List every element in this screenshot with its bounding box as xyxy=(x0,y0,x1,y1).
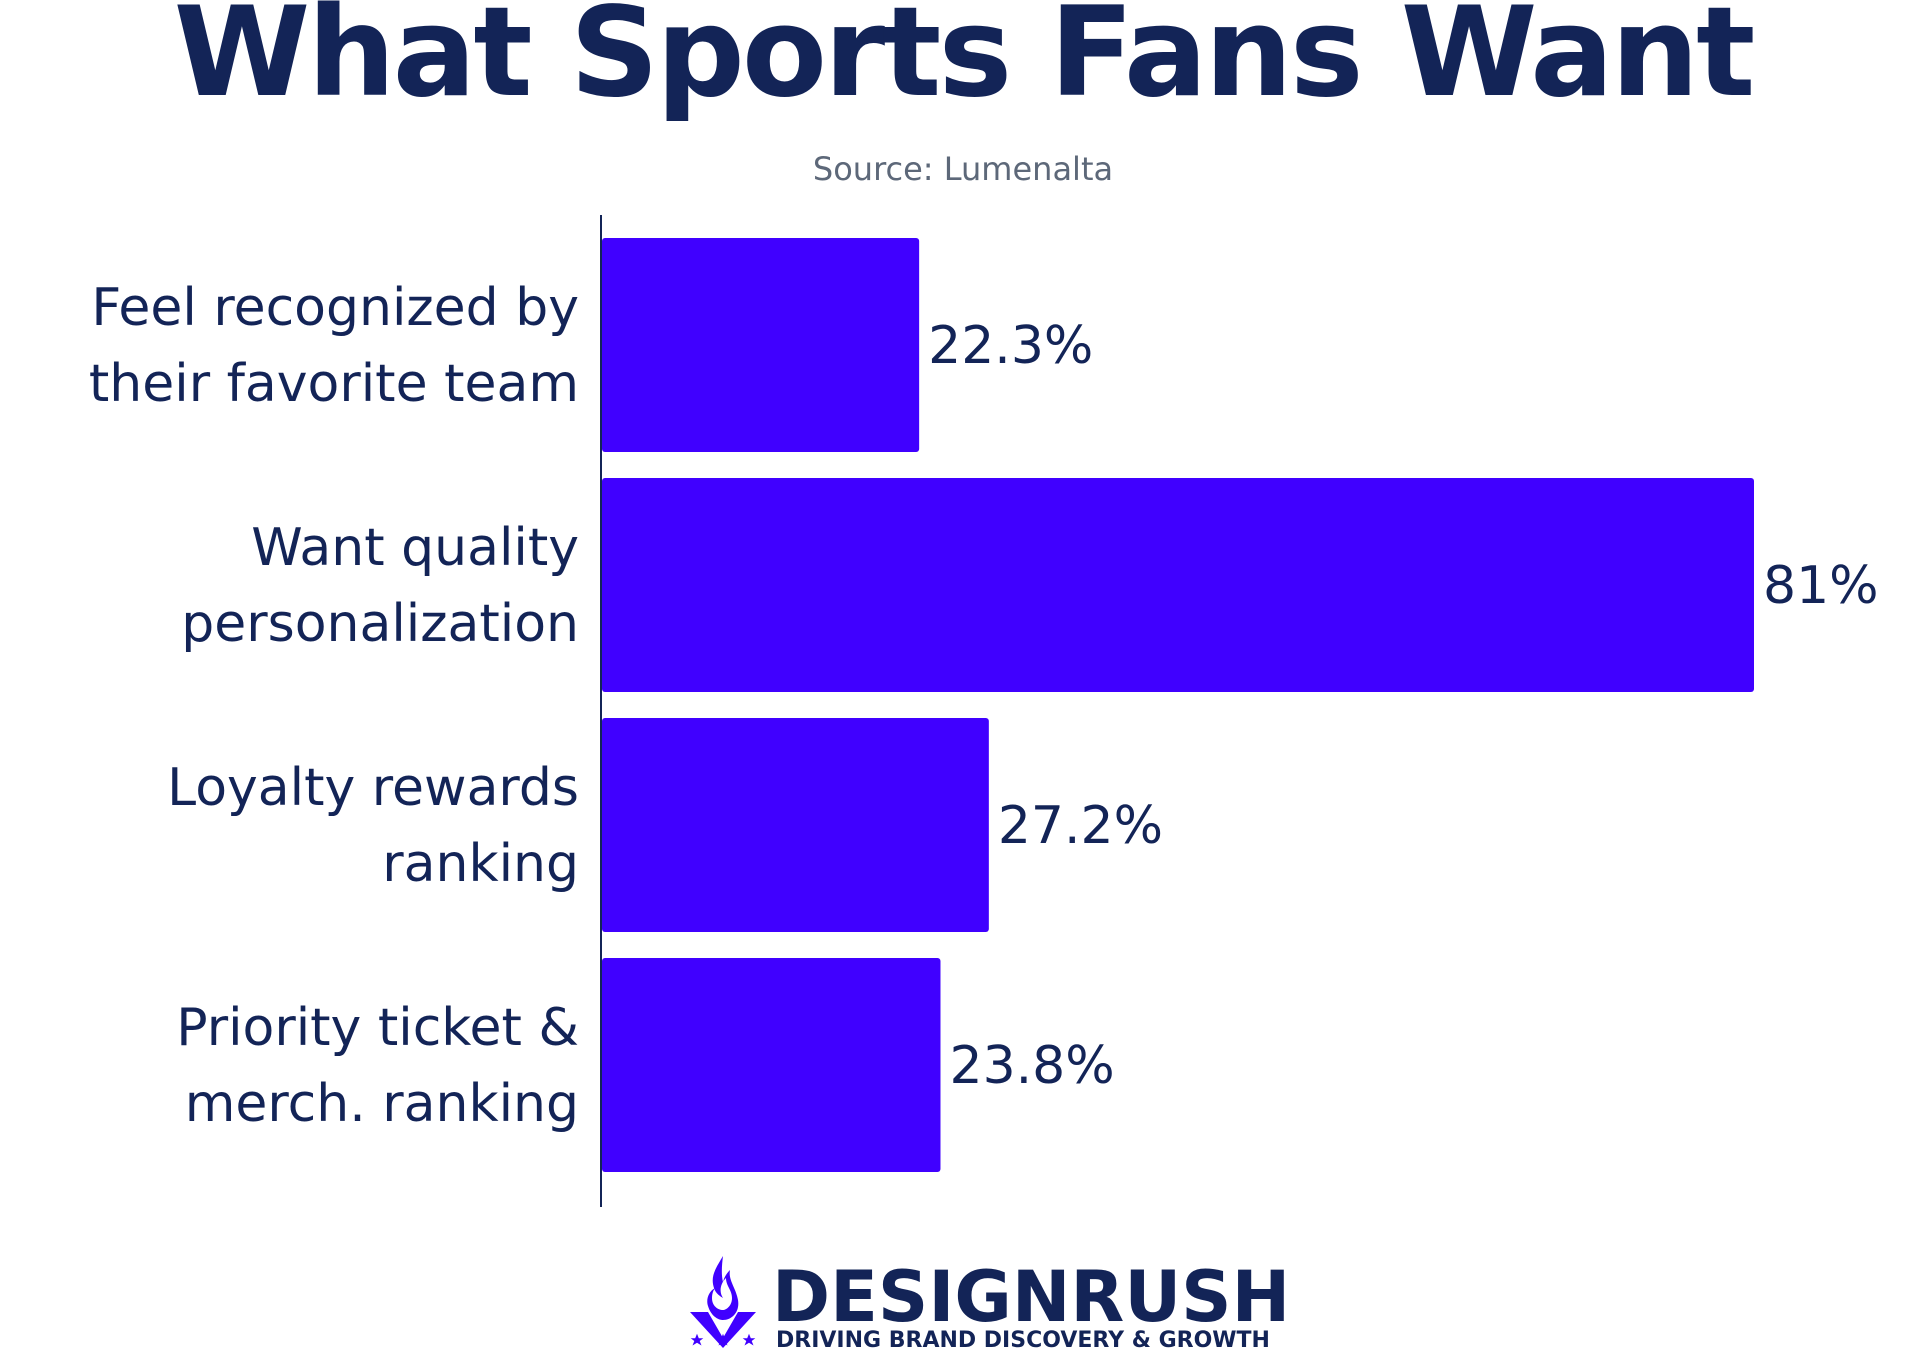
chart-title: What Sports Fans Want xyxy=(173,0,1756,125)
designrush-logo-icon xyxy=(690,1256,756,1348)
bar xyxy=(602,718,989,932)
bar-value-label: 81% xyxy=(1763,556,1879,616)
category-label: ranking xyxy=(382,834,579,894)
bar-value-label: 22.3% xyxy=(928,316,1093,376)
bar xyxy=(602,478,1754,692)
category-label: merch. ranking xyxy=(185,1074,579,1134)
category-label: Priority ticket & xyxy=(176,998,579,1058)
bar xyxy=(602,958,941,1172)
chart-source: Source: Lumenalta xyxy=(812,150,1114,188)
category-label: personalization xyxy=(181,594,579,654)
category-label: their favorite team xyxy=(89,354,579,414)
bar xyxy=(602,238,920,452)
category-label: Want quality xyxy=(251,518,579,578)
bar-value-label: 27.2% xyxy=(998,796,1163,856)
bar-value-label: 23.8% xyxy=(949,1036,1114,1096)
category-label: Loyalty rewards xyxy=(167,758,579,818)
category-label: Feel recognized by xyxy=(91,278,579,338)
brand-tagline: DRIVING BRAND DISCOVERY & GROWTH xyxy=(776,1328,1270,1353)
brand-name: DESIGNRUSH xyxy=(772,1256,1291,1338)
